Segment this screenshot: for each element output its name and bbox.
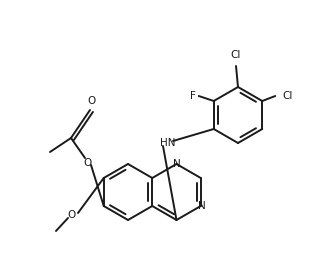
Text: O: O [87,96,95,106]
Text: O: O [83,158,91,168]
Text: HN: HN [160,138,176,148]
Text: N: N [173,159,180,169]
Text: Cl: Cl [282,91,293,101]
Text: N: N [198,201,206,211]
Text: O: O [68,210,76,220]
Text: F: F [190,91,196,101]
Text: Cl: Cl [231,50,241,60]
